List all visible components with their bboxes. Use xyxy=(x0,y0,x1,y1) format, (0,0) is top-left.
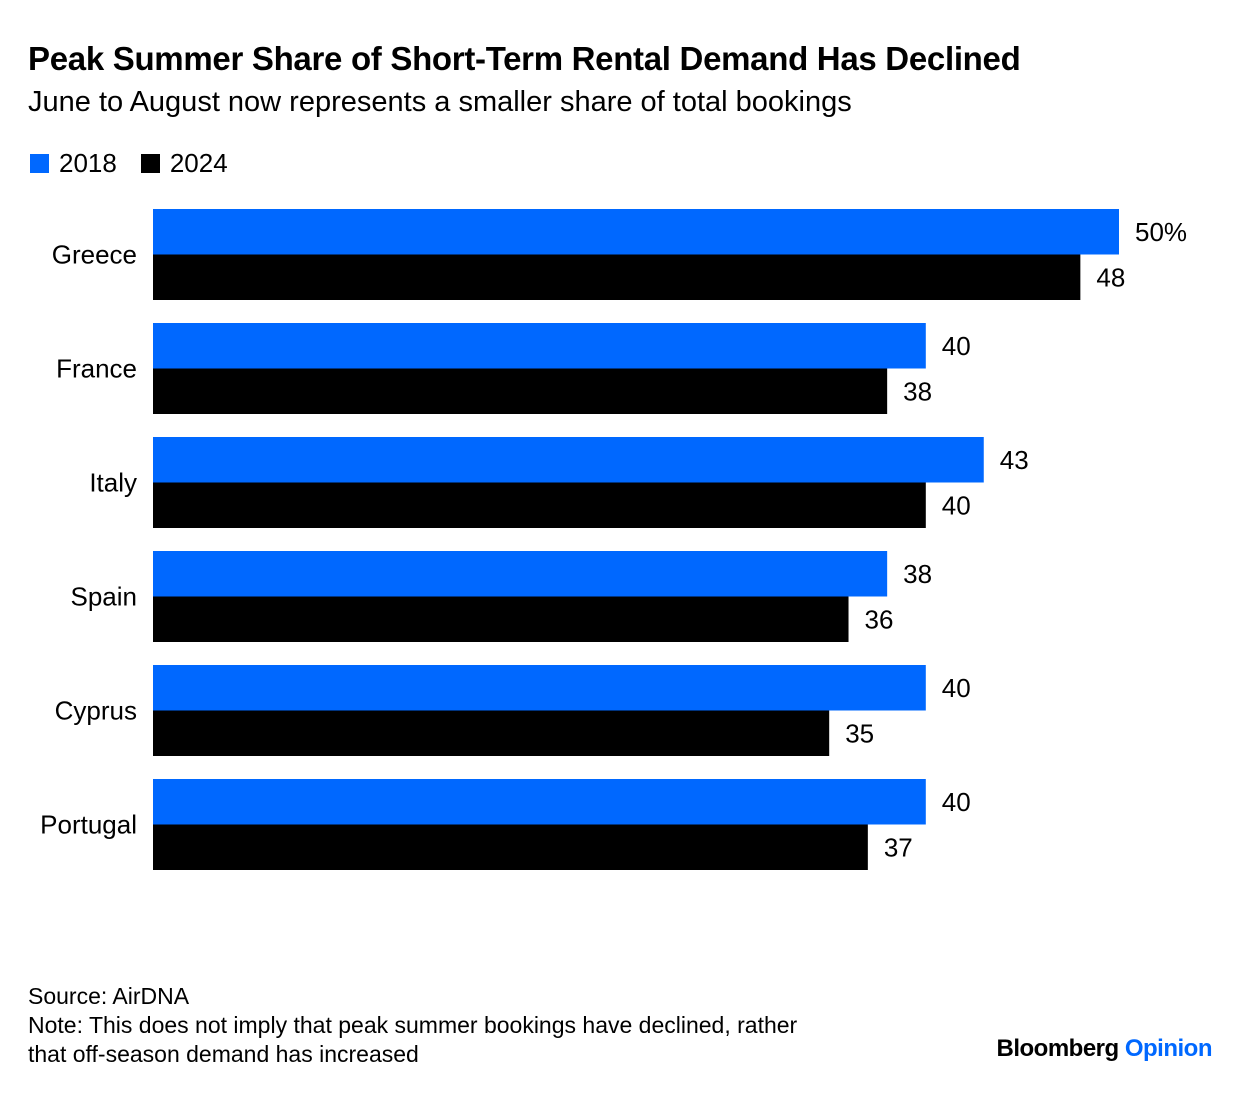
data-label-spain-2024: 36 xyxy=(865,604,894,634)
category-label-greece: Greece xyxy=(52,240,137,270)
legend-swatch-2024 xyxy=(140,154,160,173)
chart-subtitle: June to August now represents a smaller … xyxy=(28,86,852,118)
data-label-france-2024: 38 xyxy=(903,376,932,406)
note-text-line2: that off-season demand has increased xyxy=(28,1041,419,1067)
legend-label-2024: 2024 xyxy=(169,148,228,178)
note-text-line1: Note: This does not imply that peak summ… xyxy=(28,1012,798,1038)
data-label-portugal-2024: 37 xyxy=(884,832,913,862)
bar-greece-2018 xyxy=(153,209,1119,255)
legend-swatch-2018 xyxy=(30,154,49,173)
data-label-cyprus-2024: 35 xyxy=(845,718,874,748)
bar-chart: Greece 50% 48 France 40 38 Italy 43 40 Spain 38 36 C… xyxy=(40,209,1187,870)
chart-footer: Source: AirDNA Note: This does not imply… xyxy=(28,982,797,1069)
data-label-greece-2024: 48 xyxy=(1096,262,1125,292)
data-label-portugal-2018: 40 xyxy=(942,787,971,817)
chart-title: Peak Summer Share of Short-Term Rental D… xyxy=(28,40,1021,77)
bar-portugal-2018 xyxy=(153,779,926,825)
category-label-italy: Italy xyxy=(89,468,137,498)
bar-spain-2024 xyxy=(153,596,849,642)
bar-spain-2018 xyxy=(153,551,888,597)
bloomberg-opinion-logo: Bloomberg Opinion xyxy=(997,1035,1213,1063)
bar-france-2024 xyxy=(153,368,888,414)
legend-label-2018: 2018 xyxy=(59,148,117,178)
data-label-spain-2018: 38 xyxy=(903,559,932,589)
brand-product: Opinion xyxy=(1124,1035,1213,1062)
source-text: Source: AirDNA xyxy=(28,983,190,1009)
legend-item-2018: 2018 xyxy=(30,148,117,179)
bar-france-2018 xyxy=(153,323,926,369)
data-label-greece-2018: 50% xyxy=(1135,217,1187,247)
legend-item-2024: 2024 xyxy=(140,148,228,179)
data-label-france-2018: 40 xyxy=(942,331,971,361)
bar-portugal-2024 xyxy=(153,824,868,870)
bar-cyprus-2018 xyxy=(153,665,926,711)
category-label-portugal: Portugal xyxy=(40,810,137,840)
bar-italy-2018 xyxy=(153,437,984,483)
category-label-france: France xyxy=(56,354,137,384)
chart-legend: 2018 2024 xyxy=(30,148,252,179)
category-label-cyprus: Cyprus xyxy=(55,696,137,726)
data-label-cyprus-2018: 40 xyxy=(942,673,971,703)
bar-italy-2024 xyxy=(153,482,926,528)
bar-greece-2024 xyxy=(153,254,1081,300)
bar-cyprus-2024 xyxy=(153,710,830,756)
brand-name: Bloomberg xyxy=(996,1035,1120,1062)
data-label-italy-2018: 43 xyxy=(1000,445,1029,475)
data-label-italy-2024: 40 xyxy=(942,490,971,520)
category-label-spain: Spain xyxy=(71,582,138,612)
